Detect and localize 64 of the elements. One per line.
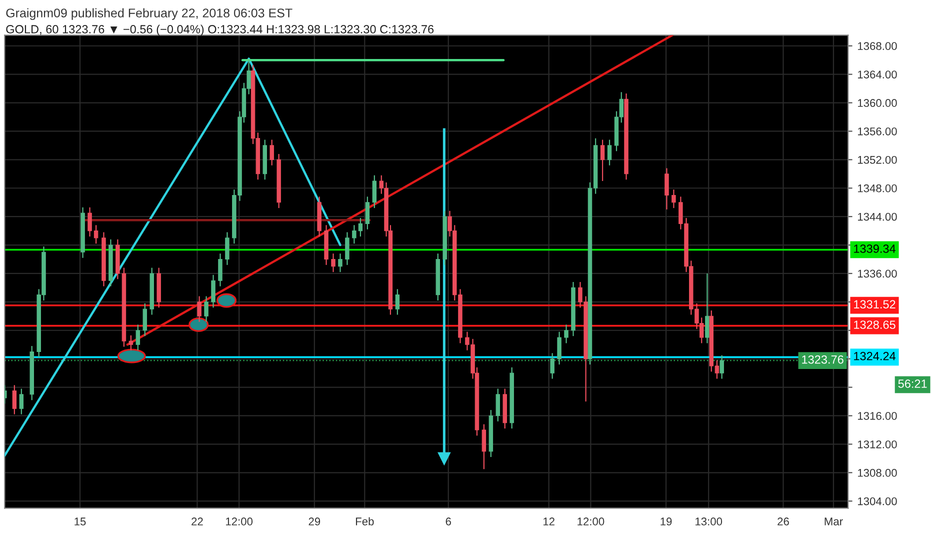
candlestick (345, 232, 350, 266)
candlestick (672, 188, 676, 209)
x-tick-label: 6 (446, 518, 451, 526)
candlestick (218, 253, 222, 287)
candlestick (352, 224, 356, 244)
text: 56:21 (898, 380, 927, 388)
x-tick-label: 12:00 (578, 518, 604, 526)
candlestick (136, 324, 140, 351)
ref-line-label: 1328.65 (854, 320, 896, 329)
x-tick-label: Feb (356, 517, 374, 526)
ref-line-label: 1339.34 (854, 244, 896, 253)
candlestick (482, 424, 486, 470)
candlestick (12, 384, 17, 415)
candlestick (564, 324, 568, 344)
x-tick-label: 12:00 (226, 518, 253, 526)
y-tick-label: 1308.00 (858, 468, 897, 477)
candlestick (372, 174, 377, 209)
candlestick (19, 388, 24, 415)
candlestick (395, 288, 400, 316)
candlestick (664, 168, 669, 210)
y-tick-label: 1304.00 (858, 497, 897, 506)
y-tick-label: 1356.00 (858, 127, 897, 136)
ref-line-label: 1324.24 (854, 352, 896, 360)
x-tick-label: Mar (824, 518, 843, 526)
candlestick (557, 331, 562, 366)
x-tick-label: 19 (660, 518, 672, 526)
candlestick (705, 272, 710, 344)
chart-title: Graignm09 published February 22, 2018 06:03 EST (6, 8, 292, 20)
candlestick (550, 352, 554, 380)
y-tick-label: 1360.00 (858, 99, 897, 107)
x-tick-label: 15 (74, 518, 86, 526)
candlestick (607, 139, 612, 166)
y-tick-label: 1344.00 (858, 212, 897, 221)
candlestick (338, 253, 342, 273)
ref-line-label: 1331.52 (854, 300, 896, 309)
y-tick-label: 1336.00 (858, 270, 897, 278)
chart-subtitle: GOLD, 60 1323.76 ▼ −0.56 (−0.04%) O:1323.44 H:1323.98 L:1323.30 C:1323.76 (6, 24, 434, 36)
candlestick (211, 274, 216, 308)
candlestick (88, 206, 92, 238)
candlestick (142, 302, 148, 337)
ref-line-label: 1323.76 (802, 355, 844, 364)
candlestick (270, 139, 274, 166)
x-tick-label: 12 (543, 518, 554, 526)
candlestick (204, 296, 208, 322)
candlestick (496, 388, 500, 422)
candlestick (197, 296, 202, 322)
y-tick-label: 1348.00 (858, 184, 897, 192)
candlestick (331, 253, 336, 273)
x-tick-label: 13:00 (696, 518, 722, 526)
candlestick (128, 334, 134, 351)
candlestick (94, 224, 98, 244)
candlestick (358, 217, 363, 238)
y-tick-label: 1364.00 (858, 70, 897, 78)
x-tick-label: 26 (778, 518, 789, 526)
x-tick-label: 22 (192, 518, 203, 526)
y-tick-label: 1312.00 (858, 440, 897, 448)
candlestick (365, 196, 370, 230)
x-tick-label: 29 (308, 518, 320, 526)
candlestick (600, 139, 605, 182)
candlestick (225, 232, 230, 266)
candlestick (720, 354, 724, 380)
y-tick-label: 1352.00 (858, 156, 897, 164)
y-tick-label: 1316.00 (858, 412, 897, 420)
y-tick-label: 1368.00 (858, 42, 897, 50)
